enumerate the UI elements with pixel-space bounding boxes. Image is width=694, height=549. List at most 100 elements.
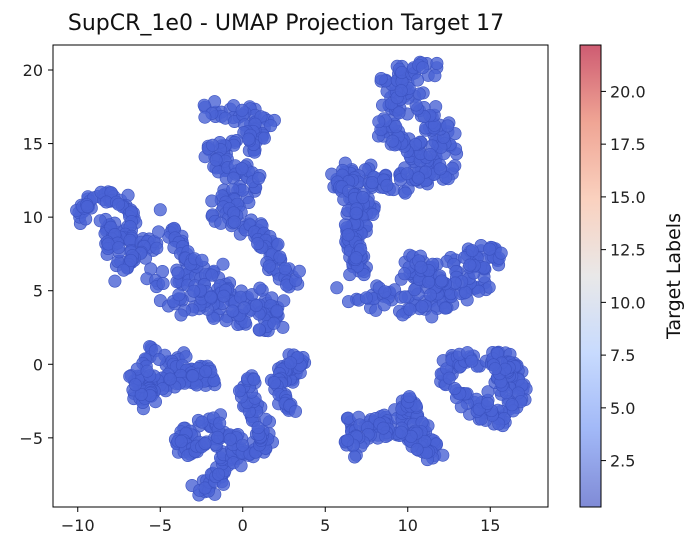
scatter-point (117, 263, 131, 277)
x-tick-label: 15 (480, 516, 500, 535)
scatter-point (198, 481, 212, 495)
scatter-point (219, 314, 233, 328)
scatter-point (398, 267, 412, 281)
x-tick-label: 0 (238, 516, 248, 535)
scatter-point (227, 215, 241, 229)
scatter-point (428, 69, 442, 83)
scatter-point (378, 285, 392, 299)
scatter-point (156, 276, 170, 290)
scatter-point (433, 162, 447, 176)
scatter-point (209, 153, 223, 167)
scatter-point (365, 176, 379, 190)
scatter-point (195, 415, 209, 429)
scatter-point (349, 206, 363, 220)
x-tick-label: −10 (61, 516, 95, 535)
scatter-point (480, 396, 494, 410)
scatter-point (171, 266, 185, 280)
scatter-point (174, 308, 188, 322)
colorbar-ticks: 2.5 5.0 7.5 10.0 12.5 15.0 17.5 20.0 (601, 82, 646, 471)
colorbar-tick-label: 12.5 (610, 241, 646, 260)
scatter-point (112, 197, 126, 211)
scatter-point (259, 412, 273, 426)
scatter-point (124, 253, 138, 267)
scatter-point (108, 274, 122, 288)
y-tick-label: 15 (23, 135, 43, 154)
scatter-point (465, 354, 479, 368)
scatter-point (195, 253, 209, 267)
scatter-point (252, 323, 266, 337)
x-tick-label: 5 (320, 516, 330, 535)
cluster-lower-right-chevron (338, 392, 450, 467)
scatter-point (411, 171, 425, 185)
cluster-lower-center (185, 369, 279, 502)
scatter-point (386, 134, 400, 148)
scatter-point (267, 316, 281, 330)
y-tick-label: 0 (33, 355, 43, 374)
scatter-point (423, 148, 437, 162)
scatter-point (366, 208, 380, 222)
colorbar-tick-label: 10.0 (610, 293, 646, 312)
scatter-point (356, 191, 370, 205)
colorbar-tick-label: 20.0 (610, 82, 646, 101)
scatter-point (284, 356, 298, 370)
scatter-point (262, 259, 276, 273)
scatter-point (430, 56, 444, 70)
cluster-center-left-band (140, 256, 291, 338)
scatter-point (153, 203, 167, 217)
scatter-point (213, 416, 227, 430)
scatter-point (267, 376, 281, 390)
scatter-point (380, 178, 394, 192)
y-tick-label: 10 (23, 208, 43, 227)
scatter-point (270, 304, 284, 318)
scatter-point (374, 72, 388, 86)
scatter-point (212, 467, 226, 481)
scatter-point (234, 459, 248, 473)
scatter-point (187, 284, 201, 298)
scatter-point (288, 404, 302, 418)
cluster-lower-small (264, 348, 312, 417)
scatter-point (372, 115, 386, 129)
scatter-point (152, 225, 166, 239)
scatter-point (278, 262, 292, 276)
scatter-point (211, 430, 225, 444)
scatter-point (186, 369, 200, 383)
colorbar-tick-label: 2.5 (610, 452, 635, 471)
scatter-point (402, 390, 416, 404)
scatter-point (198, 110, 212, 124)
scatter-point (199, 364, 213, 378)
scatter-point (411, 73, 425, 87)
scatter-point (416, 61, 430, 75)
scatter-point (198, 436, 212, 450)
cluster-lower-center-loop (168, 408, 250, 462)
y-tick-label: 20 (23, 61, 43, 80)
cluster-isolated-points (152, 84, 502, 473)
scatter-point (273, 250, 287, 264)
cluster-center-upper-column (197, 95, 306, 294)
scatter-point (392, 106, 406, 120)
scatter-points (70, 55, 533, 502)
scatter-point (128, 378, 142, 392)
scatter-point (140, 364, 154, 378)
scatter-point (505, 398, 519, 412)
cluster-right-lower-ring-inner (480, 356, 516, 410)
scatter-point (264, 119, 278, 133)
colorbar-tick-label: 7.5 (610, 346, 635, 365)
scatter-point (442, 371, 456, 385)
scatter-point (448, 381, 462, 395)
scatter-point (150, 241, 164, 255)
cluster-left-lobe-upper (93, 212, 126, 261)
scatter-point (376, 421, 390, 435)
scatter-point (423, 288, 437, 302)
scatter-point (271, 237, 285, 251)
colorbar-label: Target Labels (663, 213, 685, 340)
scatter-point (152, 352, 166, 366)
scatter-point (235, 103, 249, 117)
chart-title: SupCR_1e0 - UMAP Projection Target 17 (68, 11, 504, 36)
cluster-left-arm (70, 185, 164, 288)
y-axis: −5 0 5 10 15 20 (19, 61, 53, 448)
scatter-point (257, 131, 271, 145)
x-tick-label: −5 (148, 516, 172, 535)
scatter-point (253, 281, 267, 295)
scatter-point (80, 200, 94, 214)
scatter-point (472, 284, 486, 298)
